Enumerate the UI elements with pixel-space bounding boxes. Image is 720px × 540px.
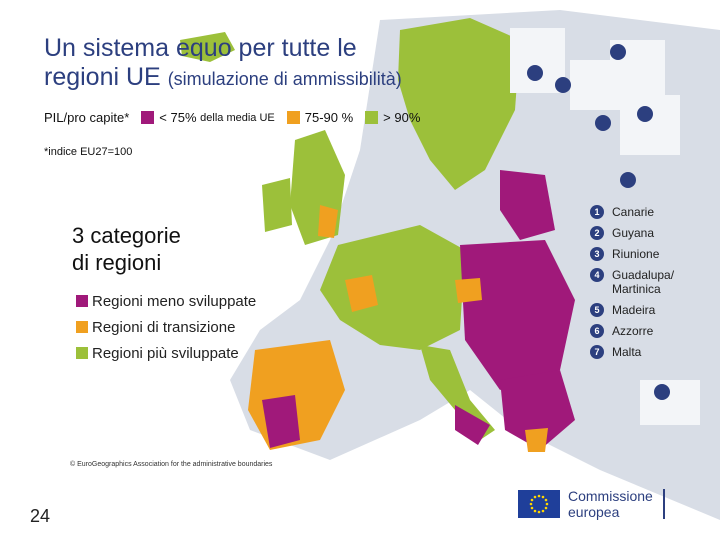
legend-item-small: della media UE (200, 111, 275, 124)
page-number: 24 (30, 506, 51, 526)
commission-logo: Commissione europea (518, 488, 665, 520)
inset-label: Malta (612, 345, 642, 359)
inset-number-badge: 7 (590, 345, 604, 359)
inset-number-badge: 5 (590, 303, 604, 317)
inset-marker (637, 106, 653, 122)
category-swatch (76, 347, 88, 359)
greece-transition (525, 428, 548, 452)
list-item: Regioni più sviluppate (76, 340, 256, 366)
category-label: Regioni meno sviluppate (92, 292, 257, 310)
ireland-region (262, 178, 292, 232)
inset-marker (620, 172, 636, 188)
uk-region (290, 130, 345, 245)
france-transition (345, 275, 378, 312)
legend-item-text: < 75% (159, 110, 197, 125)
inset-box (620, 95, 680, 155)
category-swatch (76, 295, 88, 307)
inset-number-badge: 6 (590, 324, 604, 338)
iberia-less-developed (262, 395, 300, 448)
footnote: *indice EU27=100 (44, 146, 133, 158)
legend-swatch-less-developed (141, 111, 155, 124)
list-item: 3 Riunione (590, 247, 712, 261)
inset-label: Azzorre (612, 324, 654, 338)
inset-label: Guadalupa/ Martinica (612, 268, 675, 296)
page-title: Un sistema equo per tutte le regioni UE … (44, 34, 402, 94)
inset-label: Canarie (612, 205, 655, 219)
uk-transition (318, 205, 338, 238)
inset-marker (555, 77, 571, 93)
central-transition (455, 278, 482, 303)
legend-swatch-more-developed (365, 111, 379, 124)
gdp-legend: PIL/pro capite* < 75% della media UE 75-… (44, 110, 432, 125)
title-line1: Un sistema equo per tutte le (44, 34, 357, 62)
inset-label: Madeira (612, 303, 656, 317)
legend-swatch-transition (286, 111, 300, 124)
eu-flag-icon (518, 490, 560, 518)
inset-label: Riunione (612, 247, 660, 261)
inset-number-badge: 1 (590, 205, 604, 219)
island-north (180, 32, 235, 62)
categories-title: 3 categorie di regioni (72, 222, 181, 276)
baltic-region (500, 170, 555, 240)
list-item: 4 Guadalupa/ Martinica (590, 268, 712, 296)
list-item: Regioni di transizione (76, 314, 256, 340)
list-item: 1 Canarie (590, 205, 712, 219)
title-subtitle: (simulazione di ammissibilità) (167, 69, 402, 89)
logo-divider (662, 489, 665, 519)
list-item: 6 Azzorre (590, 324, 712, 338)
categories-list: Regioni meno sviluppate Regioni di trans… (76, 288, 256, 366)
list-item: 2 Guyana (590, 226, 712, 240)
inset-box (640, 380, 700, 425)
legend-item-text: 75-90 % (304, 110, 354, 125)
scandinavia-region (398, 18, 520, 190)
copyright-notice: © EuroGeographics Association for the ad… (70, 461, 273, 468)
logo-line1: Commissione (568, 488, 653, 504)
western-europe-region (320, 225, 465, 350)
inset-list: 1 Canarie 2 Guyana 3 Riunione 4 Guadalupa/ M… (590, 205, 712, 366)
italy-south (455, 405, 490, 445)
inset-number-badge: 4 (590, 268, 604, 282)
eu-stars-icon (529, 494, 549, 514)
inset-marker (527, 65, 543, 81)
inset-number-badge: 3 (590, 247, 604, 261)
inset-number-badge: 2 (590, 226, 604, 240)
logo-line2: europea (568, 504, 620, 520)
inset-marker (610, 44, 626, 60)
italy-region (420, 345, 495, 440)
categories-title-line1: 3 categorie (72, 223, 181, 248)
list-item: 5 Madeira (590, 303, 712, 317)
legend-item-text: > 90% (383, 110, 421, 125)
list-item: 7 Malta (590, 345, 712, 359)
eastern-europe-region (460, 240, 575, 390)
inset-label: Guyana (612, 226, 655, 240)
inset-marker (654, 384, 670, 400)
balkan-region (500, 370, 575, 450)
legend-label: PIL/pro capite* (44, 110, 130, 125)
inset-marker (595, 115, 611, 131)
category-label: Regioni più sviluppate (92, 344, 239, 362)
list-item: Regioni meno sviluppate (76, 288, 256, 314)
title-line2: regioni UE (44, 63, 161, 91)
category-label: Regioni di transizione (92, 318, 236, 336)
categories-title-line2: di regioni (72, 250, 162, 275)
category-swatch (76, 321, 88, 333)
